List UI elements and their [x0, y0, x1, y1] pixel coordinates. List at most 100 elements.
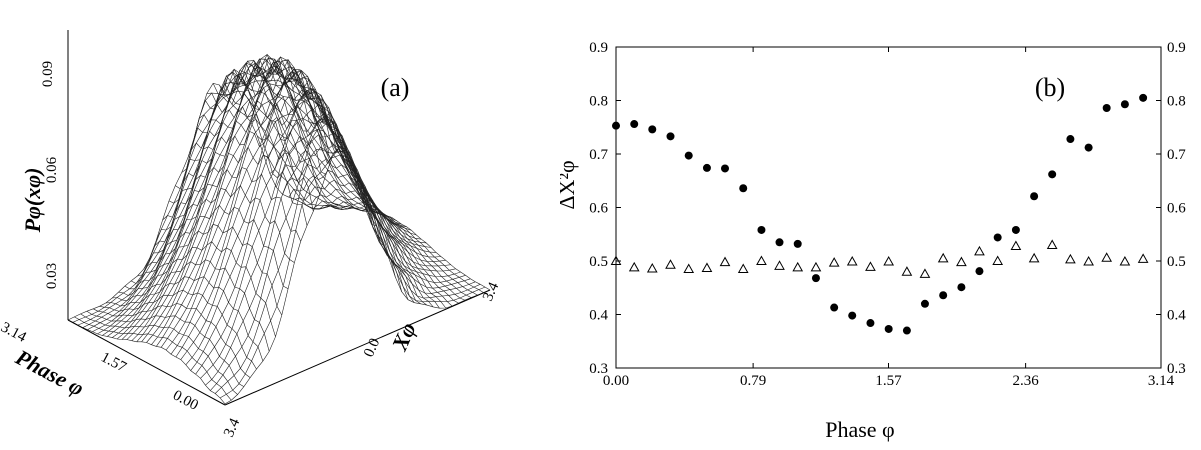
- data-point-circle: [975, 267, 984, 276]
- data-point-circle: [775, 238, 784, 247]
- y-tick-label-right: 0.4: [1167, 308, 1186, 324]
- mesh-line-x: [307, 195, 465, 301]
- y-tick-label-right: 0.7: [1167, 147, 1186, 163]
- mesh-line-x: [244, 83, 402, 292]
- data-point-triangle: [774, 260, 785, 270]
- surface-axes: [67, 30, 491, 406]
- surface-mesh: [67, 53, 491, 405]
- data-point-circle: [1084, 143, 1093, 152]
- data-point-circle: [1120, 100, 1129, 109]
- scatter-axis-ticks: 0.3 0.3 0.4 0.4 0.5 0.5 0.6 0.6 0.7 0.7 0.8 0.8 0.9 0…: [589, 40, 1186, 389]
- data-point-triangle: [974, 245, 985, 256]
- data-point-circle: [1139, 93, 1148, 102]
- data-point-triangle: [1010, 240, 1022, 251]
- z-axis-ticks: 0.03 0.06 0.09: [40, 61, 60, 289]
- y-tick-label: 0.4: [589, 308, 608, 324]
- data-point-triangle: [1137, 253, 1149, 263]
- data-point-circle: [648, 125, 657, 134]
- mesh-line-x: [250, 94, 409, 300]
- mesh-line-x: [168, 100, 327, 204]
- data-point-triangle: [610, 255, 622, 265]
- mesh-line-phase: [77, 75, 343, 326]
- data-point-triangle: [1101, 252, 1113, 262]
- y-tick-label: 0.5: [589, 254, 608, 270]
- mesh-line-phase: [67, 82, 334, 321]
- data-point-triangle: [737, 263, 749, 274]
- mesh-line-x: [143, 167, 301, 270]
- scatter-plot-panel: 0.3 0.3 0.4 0.4 0.5 0.5 0.6 0.6 0.7 0.7 0.8 0.8 0.9 0…: [554, 0, 1201, 445]
- mesh-line-x: [162, 113, 320, 221]
- mesh-line-x: [225, 58, 383, 241]
- data-point-triangle: [792, 261, 804, 272]
- data-point-triangle: [1046, 239, 1058, 249]
- x-axis-title: Phase φ: [825, 417, 895, 442]
- mesh-line-x: [156, 130, 314, 241]
- mesh-line-x: [320, 205, 478, 296]
- mesh-line-x: [86, 310, 245, 387]
- y-tick-label-right: 0.5: [1167, 254, 1186, 270]
- data-point-triangle: [1083, 256, 1094, 266]
- y-tick-label-right: 0.3: [1167, 361, 1186, 377]
- data-point-triangle: [846, 256, 858, 266]
- data-point-circle: [993, 233, 1002, 242]
- data-point-triangle: [646, 262, 658, 273]
- phase-axis-title: Phase φ: [11, 344, 89, 401]
- z-tick-label: 0.03: [44, 263, 60, 289]
- z-tick-label: 0.09: [40, 61, 56, 87]
- mesh-line-x: [219, 57, 377, 227]
- x-tick-label: 0.0: [361, 336, 383, 360]
- mesh-line-x: [105, 276, 264, 362]
- y-axis-title: ΔX²φ: [560, 160, 579, 209]
- x-tick-label: 3.14: [1148, 373, 1175, 389]
- data-point-triangle: [628, 261, 640, 272]
- data-point-triangle: [1028, 252, 1040, 263]
- mesh-line-x: [314, 201, 472, 298]
- data-point-circle: [1102, 103, 1111, 112]
- panel-label-a: (a): [381, 73, 410, 102]
- data-point-circle: [612, 121, 620, 130]
- data-point-circle: [684, 151, 693, 160]
- y-tick-label: 0.3: [589, 361, 608, 377]
- data-point-triangle: [683, 263, 695, 274]
- mesh-line-phase: [107, 62, 373, 337]
- data-point-triangle: [992, 255, 1004, 265]
- data-point-circle: [721, 164, 729, 173]
- data-point-circle: [1011, 225, 1020, 234]
- data-point-circle: [957, 283, 966, 292]
- mesh-line-phase: [160, 68, 427, 348]
- data-point-triangle: [865, 261, 876, 271]
- data-point-circle: [1030, 192, 1039, 201]
- x-tick-label: 0.00: [603, 373, 629, 389]
- data-point-triangle: [1065, 253, 1076, 264]
- data-point-triangle: [937, 252, 949, 263]
- surface-plot-panel: 0.03 0.06 0.09 Pφ(xφ) (a) 3.14 1.57 0.00…: [0, 0, 560, 445]
- data-point-circle: [1066, 135, 1075, 144]
- mesh-line-x: [93, 303, 251, 378]
- y-tick-label: 0.9: [589, 40, 608, 56]
- x-tick-label: 2.36: [1012, 373, 1039, 389]
- mesh-line-x: [288, 169, 447, 309]
- data-point-circle: [757, 225, 766, 234]
- mesh-line-phase: [102, 60, 368, 336]
- data-point-triangle: [665, 259, 676, 269]
- phase-axis-line: [67, 319, 226, 406]
- mesh-line-x: [332, 203, 491, 291]
- scatter-points: [610, 93, 1149, 335]
- data-point-triangle: [1119, 256, 1131, 266]
- z-tick-label: 0.06: [44, 156, 60, 183]
- x-tick-label: 3.4: [480, 280, 502, 304]
- mesh-line-phase: [219, 146, 486, 399]
- y-tick-label: 0.7: [589, 147, 608, 163]
- data-point-triangle: [919, 268, 931, 278]
- data-point-triangle: [756, 255, 767, 265]
- mesh-line-x: [269, 134, 428, 306]
- data-point-circle: [884, 324, 893, 333]
- data-point-triangle: [828, 257, 840, 267]
- phase-tick-label: 1.57: [98, 349, 129, 376]
- mesh-line-x: [67, 319, 226, 405]
- surface-plot: 0.03 0.06 0.09 Pφ(xφ) (a) 3.14 1.57 0.00…: [0, 30, 502, 440]
- data-point-circle: [939, 291, 948, 300]
- x-axis-title: Xφ: [386, 319, 421, 355]
- data-point-circle: [920, 299, 929, 308]
- mesh-line-x: [112, 259, 270, 352]
